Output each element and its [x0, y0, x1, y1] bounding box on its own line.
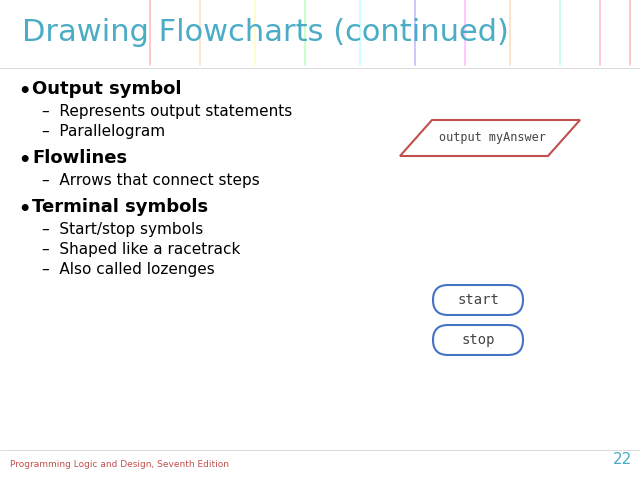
Text: Programming Logic and Design, Seventh Edition: Programming Logic and Design, Seventh Ed… [10, 460, 229, 469]
Text: output myAnswer: output myAnswer [438, 132, 545, 144]
Text: •: • [18, 151, 30, 170]
Text: –  Also called lozenges: – Also called lozenges [42, 262, 215, 277]
Text: –  Represents output statements: – Represents output statements [42, 104, 292, 119]
Text: –  Start/stop symbols: – Start/stop symbols [42, 222, 204, 237]
Text: •: • [18, 200, 30, 219]
Text: Terminal symbols: Terminal symbols [32, 198, 208, 216]
FancyBboxPatch shape [433, 285, 523, 315]
Text: –  Parallelogram: – Parallelogram [42, 124, 165, 139]
Text: –  Arrows that connect steps: – Arrows that connect steps [42, 173, 260, 188]
Text: Drawing Flowcharts (continued): Drawing Flowcharts (continued) [22, 18, 509, 47]
Text: stop: stop [461, 333, 495, 347]
Text: •: • [18, 82, 30, 101]
FancyBboxPatch shape [433, 325, 523, 355]
Text: Flowlines: Flowlines [32, 149, 127, 167]
Text: Output symbol: Output symbol [32, 80, 182, 98]
Text: start: start [457, 293, 499, 307]
Text: 22: 22 [612, 452, 632, 467]
Text: –  Shaped like a racetrack: – Shaped like a racetrack [42, 242, 241, 257]
